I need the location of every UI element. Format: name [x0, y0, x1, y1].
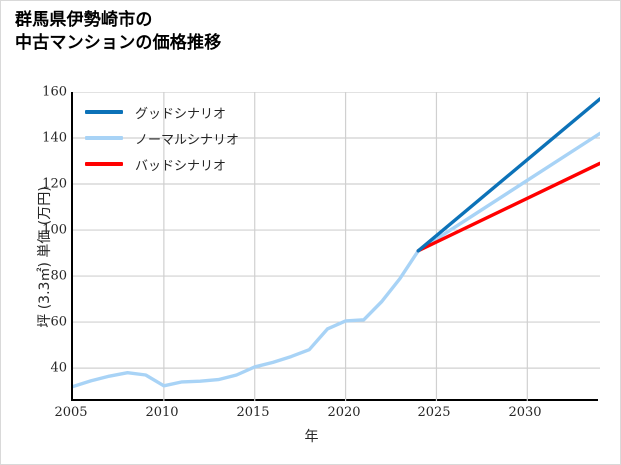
series-line — [73, 131, 600, 389]
y-axis-title: 坪 (3.3㎡) 単価 (万円) — [37, 186, 53, 328]
page-title: 群馬県伊勢崎市の 中古マンションの価格推移 — [15, 10, 222, 54]
y-tick-label: 100 — [42, 222, 67, 238]
y-tick-label: 40 — [50, 360, 67, 376]
series-line — [416, 97, 600, 253]
plot-area — [71, 92, 600, 401]
legend-label-good: グッドシナリオ — [135, 106, 227, 122]
y-tick-label: 120 — [42, 176, 67, 192]
legend-item-bad[interactable]: バッドシナリオ — [85, 151, 239, 177]
y-tick-label: 80 — [50, 268, 67, 284]
series-lines — [73, 97, 600, 389]
x-tick-label: 2030 — [508, 405, 542, 420]
legend: グッドシナリオ ノーマルシナリオ バッドシナリオ — [81, 95, 245, 181]
y-tick-label: 60 — [50, 314, 67, 330]
y-tick-label: 140 — [42, 130, 67, 146]
x-axis-title: 年 — [304, 429, 319, 445]
series-canvas — [73, 92, 600, 401]
legend-swatch-normal-icon — [85, 136, 123, 140]
y-tick-label: 160 — [42, 84, 67, 100]
legend-swatch-bad-icon — [85, 162, 123, 166]
x-tick-label: 2015 — [236, 405, 270, 420]
x-tick-label: 2025 — [417, 405, 451, 420]
legend-label-normal: ノーマルシナリオ — [135, 132, 240, 148]
x-tick-label: 2010 — [145, 405, 179, 420]
legend-label-bad: バッドシナリオ — [135, 158, 227, 174]
y-axis-ticks: 160 140 120 100 80 60 40 — [27, 1, 67, 464]
gridlines — [73, 92, 600, 401]
legend-item-good[interactable]: グッドシナリオ — [85, 99, 239, 125]
series-line — [416, 161, 600, 253]
legend-item-normal[interactable]: ノーマルシナリオ — [85, 125, 239, 151]
x-tick-label: 2020 — [327, 405, 361, 420]
legend-swatch-good-icon — [85, 110, 123, 114]
x-tick-label: 2005 — [54, 405, 88, 420]
